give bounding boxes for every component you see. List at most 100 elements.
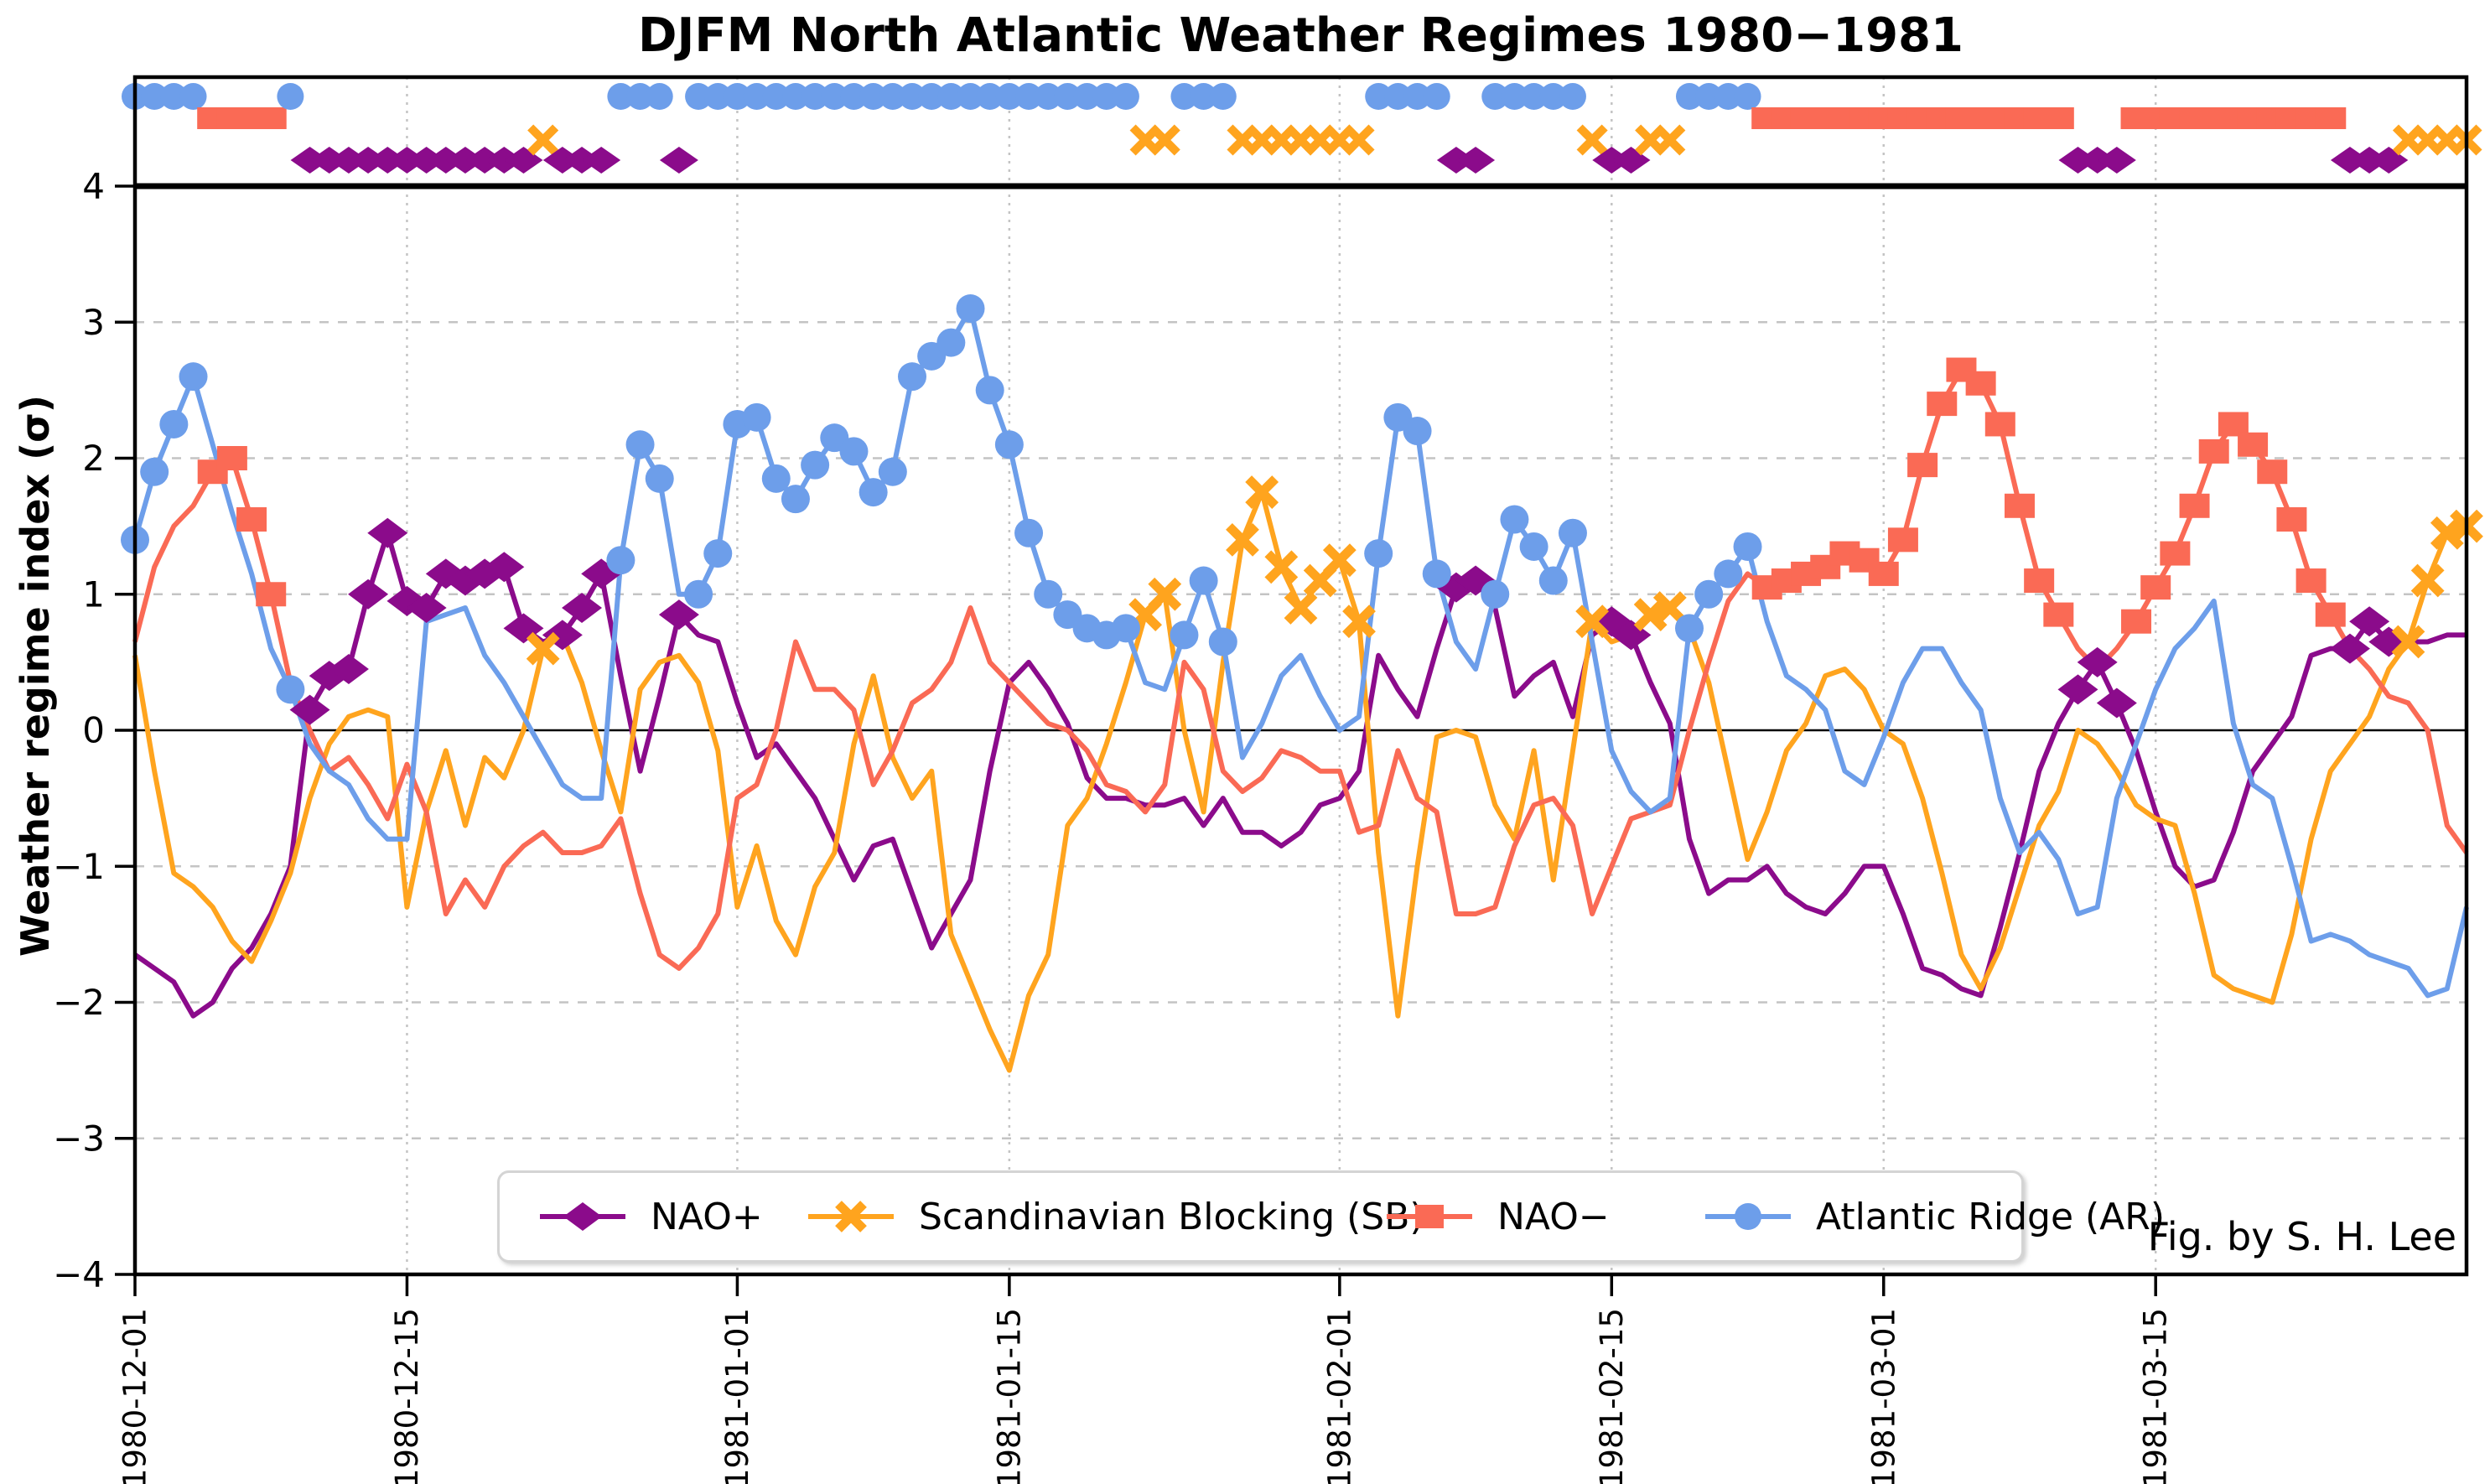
series-marker-AR — [1422, 559, 1451, 589]
series-marker-NAO- — [1907, 453, 1938, 478]
regime-band-marker — [1209, 83, 1237, 110]
regime-band-marker — [1149, 124, 1180, 156]
regime-band-marker — [527, 124, 559, 156]
x-tick-label: 1981-03-01 — [1865, 1308, 1901, 1484]
regime-band-marker — [1384, 83, 1412, 110]
regime-band-marker — [277, 83, 304, 110]
y-tick-label: −2 — [53, 982, 105, 1023]
regime-band-marker — [743, 83, 770, 110]
regime-band-marker — [387, 147, 427, 174]
regime-band-marker — [1734, 83, 1761, 110]
regime-band-marker — [2058, 147, 2098, 174]
series-marker-SB — [1245, 475, 1279, 509]
regime-band-marker — [465, 147, 505, 174]
regime-band-marker — [2097, 147, 2136, 174]
series-marker-AR — [645, 464, 674, 493]
series-marker-NAO- — [256, 582, 287, 607]
series-marker-SB — [1226, 522, 1259, 557]
y-tick-label: −1 — [53, 846, 105, 887]
NAO--marker-glyph — [1415, 1205, 1444, 1228]
series-marker-AR — [742, 402, 771, 432]
series-marker-AR — [1694, 579, 1724, 609]
atlantic-ridge-legend-marker-icon — [1705, 1203, 1791, 1230]
x-tick-label: 1981-03-15 — [2138, 1308, 2174, 1484]
legend-entry-atlantic-ridge: Atlantic Ridge (AR) — [1702, 1173, 2165, 1260]
series-marker-AR — [1519, 532, 1548, 561]
series-marker-SB — [1342, 604, 1376, 639]
series-marker-AR — [684, 579, 713, 609]
regime-band-marker — [349, 147, 388, 174]
series-marker-AR — [994, 430, 1024, 459]
nao-minus-legend-marker-icon — [1387, 1205, 1472, 1228]
legend-entry-scandinavian-blocking: Scandinavian Blocking (SB) — [805, 1173, 1424, 1260]
regime-band-marker — [563, 147, 602, 174]
series-marker-SB — [1148, 577, 1182, 611]
regime-band-marker — [407, 147, 446, 174]
nao-plus-legend-marker-icon — [540, 1202, 625, 1231]
series-marker-AR — [1538, 566, 1568, 595]
series-marker-NAO- — [216, 446, 247, 470]
regime-band-marker — [1423, 83, 1450, 110]
x-tick-label: 1981-02-15 — [1594, 1308, 1630, 1484]
regime-band-marker — [141, 83, 169, 110]
series-marker-AR — [1208, 627, 1237, 656]
x-tick-label: 1980-12-15 — [389, 1308, 425, 1484]
regime-band-marker — [1365, 83, 1393, 110]
regime-band-marker — [957, 83, 984, 110]
series-marker-SB — [1264, 550, 1299, 584]
legend-entry-nao-minus: NAO− — [1383, 1173, 1610, 1260]
series-marker-AR — [859, 478, 888, 507]
regime-band-marker — [781, 83, 809, 110]
regime-band-marker — [821, 83, 848, 110]
series-marker-NAO- — [1868, 561, 1899, 586]
series-marker-AR — [761, 464, 791, 493]
series-marker-NAO- — [2276, 507, 2307, 532]
series-marker-AR — [1189, 566, 1218, 595]
regime-band-marker — [801, 83, 829, 110]
series-marker-AR — [1714, 559, 1743, 589]
x-tick-label: 1981-02-01 — [1321, 1308, 1357, 1484]
regime-band-marker — [1592, 147, 1631, 174]
x-tick-label: 1981-01-15 — [991, 1308, 1027, 1484]
regime-band-marker — [1481, 83, 1509, 110]
series-marker-AR — [1014, 518, 1044, 547]
series-marker-SB — [2410, 563, 2445, 598]
series-marker-AR — [140, 457, 169, 486]
regime-band-marker — [1714, 83, 1742, 110]
series-marker-NAO+ — [406, 592, 447, 623]
series-marker-NAO+ — [367, 517, 408, 548]
series-marker-NAO- — [2121, 609, 2152, 634]
figure-credit: Fig. by S. H. Lee — [2147, 1214, 2456, 1259]
regime-band-marker — [1501, 83, 1528, 110]
regime-band-marker — [1054, 83, 1082, 110]
regime-band-marker — [582, 147, 621, 174]
series-marker-AR — [1500, 505, 1529, 534]
series-marker-SB — [1322, 543, 1357, 578]
regime-band-marker — [879, 83, 906, 110]
regime-band-marker — [426, 147, 465, 174]
series-marker-SB — [1652, 591, 1687, 625]
series-marker-NAO+ — [658, 599, 699, 630]
regime-band-marker — [995, 83, 1023, 110]
series-marker-NAO- — [1965, 371, 1996, 396]
regime-band-marker — [1343, 124, 1375, 156]
series-marker-NAO- — [236, 507, 267, 532]
series-marker-AR — [1111, 614, 1140, 643]
regime-band-marker — [290, 147, 329, 174]
series-marker-NAO+ — [2077, 646, 2118, 677]
legend-label-scandinavian-blocking: Scandinavian Blocking (SB) — [919, 1195, 1424, 1238]
regime-band-marker — [607, 83, 635, 110]
series-marker-NAO- — [1887, 527, 1918, 553]
series-marker-SB — [1284, 591, 1318, 625]
regime-band-marker — [485, 147, 524, 174]
regime-band-marker — [329, 147, 368, 174]
NAO+-marker-glyph — [563, 1202, 602, 1231]
series-marker-NAO- — [2024, 568, 2055, 594]
series-marker-NAO- — [2257, 459, 2288, 485]
series-marker-AR — [1034, 579, 1063, 609]
regime-band-marker — [1695, 83, 1723, 110]
series-marker-AR — [179, 362, 208, 392]
series-marker-AR — [839, 437, 869, 466]
